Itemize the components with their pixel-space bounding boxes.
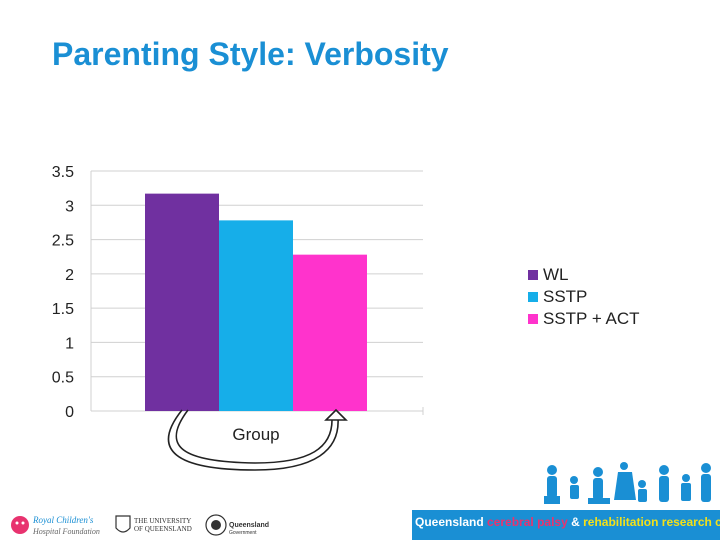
legend-label: SSTP xyxy=(543,287,588,306)
y-tick-label: 2 xyxy=(65,267,74,284)
centre-name-part: Queensland xyxy=(415,515,484,529)
chart-bars xyxy=(145,193,367,411)
y-tick-label: 3 xyxy=(65,198,74,215)
legend-label: WL xyxy=(543,265,569,284)
svg-text:Hospital Foundation: Hospital Foundation xyxy=(32,527,100,536)
legend-item: WL xyxy=(528,264,640,286)
svg-text:OF QUEENSLAND: OF QUEENSLAND xyxy=(134,525,192,533)
centre-name-part: rehabilitation research centre xyxy=(583,515,720,529)
y-tick-label: 0.5 xyxy=(52,370,74,387)
uq-logo: THE UNIVERSITY OF QUEENSLAND xyxy=(115,515,192,533)
bar-chart: 0 0.5 1 1.5 2 2.5 3 3.5 Group xyxy=(52,164,424,471)
footer-centre-banner xyxy=(412,510,720,540)
legend-label: SSTP + ACT xyxy=(543,309,640,328)
centre-name-part: & xyxy=(571,515,580,529)
legend-swatch xyxy=(528,292,538,302)
chart-legend: WL SSTP SSTP + ACT xyxy=(528,264,640,330)
y-tick-label: 3.5 xyxy=(52,164,74,181)
y-axis-ticks: 0 0.5 1 1.5 2 2.5 3 3.5 xyxy=(52,164,74,421)
qld-government-logo: Queensland Government xyxy=(205,514,269,536)
bar-wl xyxy=(145,193,219,411)
curved-arrow xyxy=(167,408,348,471)
svg-text:Royal Children's: Royal Children's xyxy=(32,515,94,525)
centre-name-part: cerebral palsy xyxy=(487,515,568,529)
y-tick-label: 0 xyxy=(65,404,74,421)
children-silhouettes-graphic xyxy=(544,462,711,504)
svg-text:Government: Government xyxy=(229,530,257,536)
svg-text:THE UNIVERSITY: THE UNIVERSITY xyxy=(134,517,191,525)
legend-item: SSTP + ACT xyxy=(528,308,640,330)
rch-foundation-logo: Royal Children's Hospital Foundation xyxy=(11,515,100,536)
y-tick-label: 1 xyxy=(65,335,74,352)
footer-bar xyxy=(0,510,720,540)
bar-sstp-act xyxy=(293,254,367,411)
legend-swatch xyxy=(528,270,538,280)
legend-swatch xyxy=(528,314,538,324)
centre-name: Queensland cerebral palsy & rehabilitati… xyxy=(415,515,720,529)
y-tick-label: 1.5 xyxy=(52,301,74,318)
bar-sstp xyxy=(219,220,293,411)
svg-text:Queensland: Queensland xyxy=(229,522,269,529)
legend-item: SSTP xyxy=(528,286,640,308)
x-category-label: Group xyxy=(232,425,279,444)
slide-title: Parenting Style: Verbosity xyxy=(52,36,449,72)
y-tick-label: 2.5 xyxy=(52,233,74,250)
